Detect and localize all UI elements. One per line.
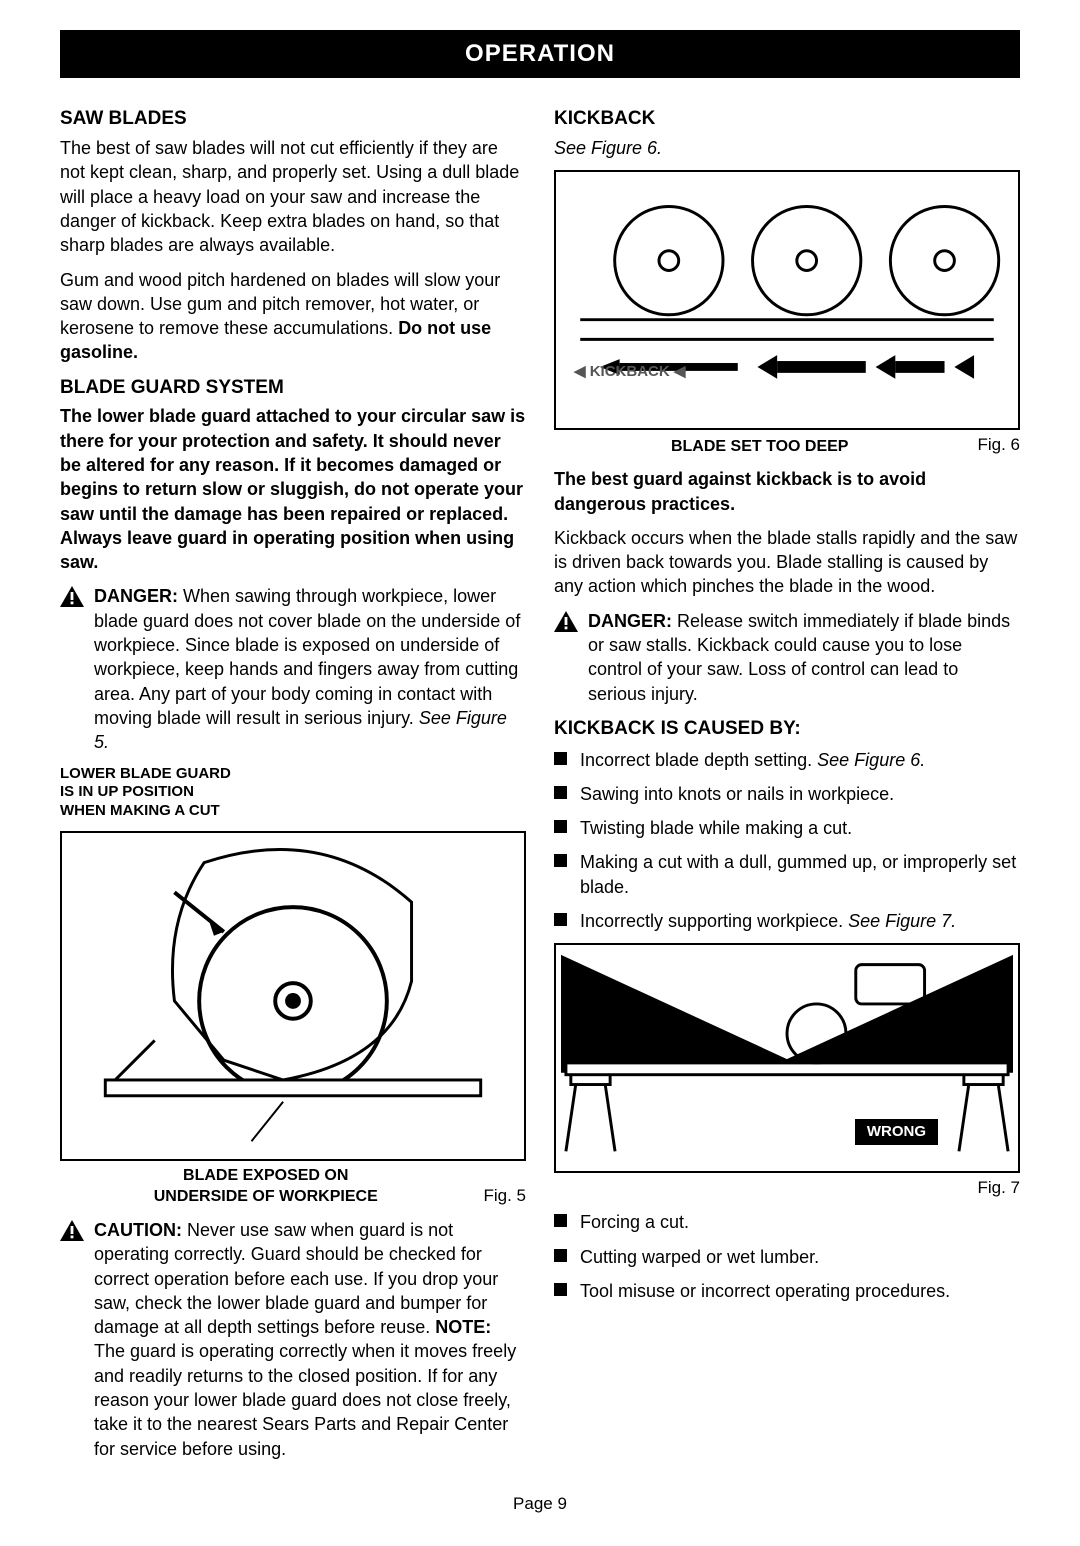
list-item: Forcing a cut.: [554, 1210, 1020, 1234]
list-item: Incorrectly supporting workpiece. See Fi…: [554, 909, 1020, 933]
list-item: Tool misuse or incorrect operating proce…: [554, 1279, 1020, 1303]
text: Making a cut with a dull, gummed up, or …: [580, 852, 1016, 896]
heading-kickback-causes: KICKBACK IS CAUSED BY:: [554, 716, 1020, 742]
para-saw-blades-1: The best of saw blades will not cut effi…: [60, 136, 526, 257]
note-label: NOTE:: [435, 1317, 491, 1337]
danger-text-1: DANGER: When sawing through workpiece, l…: [94, 584, 526, 754]
figure-ref: See Figure 7.: [848, 911, 956, 931]
text: Incorrectly supporting workpiece.: [580, 911, 848, 931]
figure7-caption-row: Fig. 7: [554, 1177, 1020, 1200]
kickback-arrow-left-icon: ◀: [674, 363, 686, 380]
text: Forcing a cut.: [580, 1212, 689, 1232]
figure7-label: Fig. 7: [965, 1177, 1020, 1200]
list-item: Incorrect blade depth setting. See Figur…: [554, 748, 1020, 772]
heading-saw-blades: SAW BLADES: [60, 106, 526, 132]
text: Cutting warped or wet lumber.: [580, 1247, 819, 1267]
warning-triangle-icon: [60, 586, 84, 607]
figure7-wrong-label: WRONG: [855, 1119, 938, 1145]
kickback-causes-list-1: Incorrect blade depth setting. See Figur…: [554, 748, 1020, 934]
section-banner: OPERATION: [60, 30, 1020, 78]
text: Tool misuse or incorrect operating proce…: [580, 1281, 950, 1301]
caution-text: CAUTION: Never use saw when guard is not…: [94, 1218, 526, 1461]
para-kickback-occurs: Kickback occurs when the blade stalls ra…: [554, 526, 1020, 599]
danger-label: DANGER:: [588, 611, 677, 631]
figure6-caption-row: BLADE SET TOO DEEP Fig. 6: [554, 434, 1020, 457]
text: The guard is operating correctly when it…: [94, 1341, 516, 1458]
danger-block-1: DANGER: When sawing through workpiece, l…: [60, 584, 526, 754]
two-column-layout: SAW BLADES The best of saw blades will n…: [60, 96, 1020, 1471]
danger-block-2: DANGER: Release switch immediately if bl…: [554, 609, 1020, 706]
caution-block: CAUTION: Never use saw when guard is not…: [60, 1218, 526, 1461]
figure5-title: LOWER BLADE GUARD IS IN UP POSITION WHEN…: [60, 765, 526, 821]
warning-triangle-icon: [554, 611, 578, 632]
para-blade-guard: The lower blade guard attached to your c…: [60, 404, 526, 574]
caution-label: CAUTION:: [94, 1220, 187, 1240]
see-figure-6: See Figure 6.: [554, 136, 1020, 160]
heading-blade-guard: BLADE GUARD SYSTEM: [60, 375, 526, 401]
text: When sawing through workpiece, lower bla…: [94, 586, 520, 727]
figure6-caption: BLADE SET TOO DEEP: [554, 436, 965, 458]
figure5-caption: BLADE EXPOSED ON UNDERSIDE OF WORKPIECE: [60, 1165, 471, 1208]
figure-ref: See Figure 6.: [817, 750, 925, 770]
list-item: Cutting warped or wet lumber.: [554, 1245, 1020, 1269]
left-column: SAW BLADES The best of saw blades will n…: [60, 96, 526, 1471]
figure5-caption-row: BLADE EXPOSED ON UNDERSIDE OF WORKPIECE …: [60, 1165, 526, 1208]
kickback-causes-list-2: Forcing a cut. Cutting warped or wet lumb…: [554, 1210, 1020, 1303]
text: Sawing into knots or nails in workpiece.: [580, 784, 894, 804]
kickback-arrow-left-icon: ◀: [574, 363, 586, 380]
para-best-guard: The best guard against kickback is to av…: [554, 467, 1020, 516]
danger-label: DANGER:: [94, 586, 183, 606]
list-item: Twisting blade while making a cut.: [554, 816, 1020, 840]
right-column: KICKBACK See Figure 6.: [554, 96, 1020, 1471]
heading-kickback: KICKBACK: [554, 106, 1020, 132]
figure5-label: Fig. 5: [471, 1185, 526, 1208]
text: Incorrect blade depth setting.: [580, 750, 817, 770]
page-number: Page 9: [60, 1493, 1020, 1516]
warning-triangle-icon: [60, 1220, 84, 1241]
figure6-illustration: ◀ KICKBACK ◀: [554, 170, 1020, 430]
list-item: Making a cut with a dull, gummed up, or …: [554, 850, 1020, 899]
para-saw-blades-2: Gum and wood pitch hardened on blades wi…: [60, 268, 526, 365]
figure7-illustration: WRONG: [554, 943, 1020, 1173]
text: Twisting blade while making a cut.: [580, 818, 852, 838]
list-item: Sawing into knots or nails in workpiece.: [554, 782, 1020, 806]
figure6-kickback-label: KICKBACK: [590, 363, 670, 380]
figure5-illustration: [60, 831, 526, 1161]
figure6-label: Fig. 6: [965, 434, 1020, 457]
danger-text-2: DANGER: Release switch immediately if bl…: [588, 609, 1020, 706]
